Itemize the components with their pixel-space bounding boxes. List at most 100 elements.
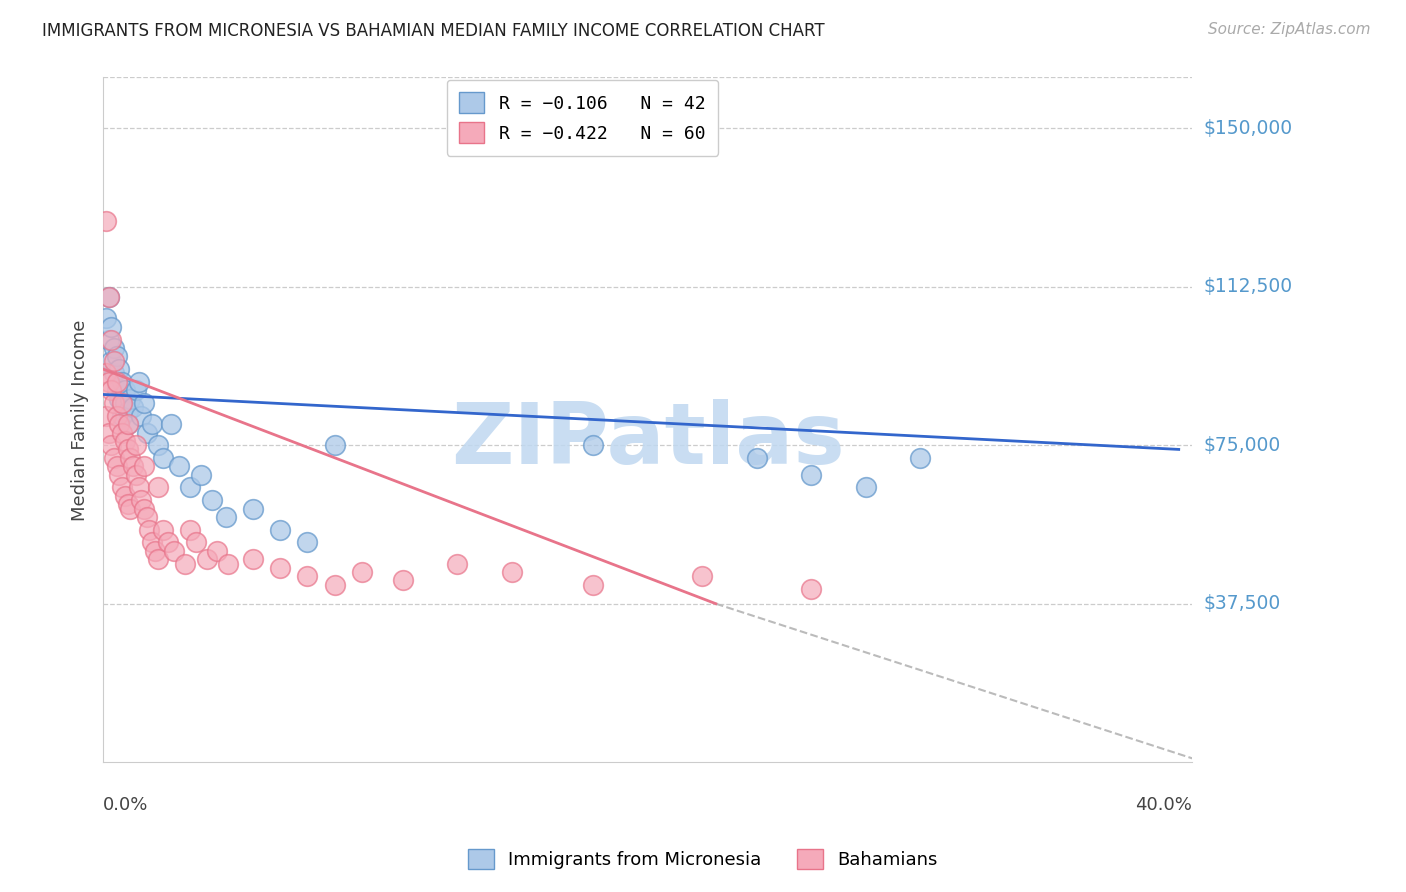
Point — [100, 353, 122, 368]
Point — [690, 569, 713, 583]
Point — [446, 557, 468, 571]
Text: IMMIGRANTS FROM MICRONESIA VS BAHAMIAN MEDIAN FAMILY INCOME CORRELATION CHART: IMMIGRANTS FROM MICRONESIA VS BAHAMIAN M… — [42, 22, 825, 40]
Point — [800, 467, 823, 482]
Text: Source: ZipAtlas.com: Source: ZipAtlas.com — [1208, 22, 1371, 37]
Point — [108, 467, 131, 482]
Point — [582, 438, 605, 452]
Point — [141, 535, 163, 549]
Point — [105, 459, 128, 474]
Point — [108, 392, 131, 406]
Legend: Immigrants from Micronesia, Bahamians: Immigrants from Micronesia, Bahamians — [460, 839, 946, 879]
Point — [800, 582, 823, 596]
Text: 40.0%: 40.0% — [1136, 797, 1192, 814]
Point — [114, 434, 136, 448]
Point — [105, 350, 128, 364]
Point — [297, 569, 319, 583]
Point — [157, 535, 180, 549]
Text: ZIPatlas: ZIPatlas — [451, 399, 845, 482]
Point — [120, 501, 142, 516]
Point — [122, 459, 145, 474]
Point — [94, 214, 117, 228]
Point — [97, 425, 120, 440]
Point — [125, 467, 148, 482]
Point — [125, 383, 148, 397]
Point — [100, 333, 122, 347]
Point — [146, 438, 169, 452]
Point — [207, 544, 229, 558]
Point — [129, 409, 152, 423]
Point — [125, 438, 148, 452]
Point — [114, 396, 136, 410]
Point — [501, 565, 523, 579]
Point — [195, 552, 218, 566]
Point — [103, 396, 125, 410]
Point — [111, 480, 134, 494]
Point — [114, 489, 136, 503]
Point — [105, 375, 128, 389]
Point — [117, 417, 139, 431]
Point — [745, 450, 768, 465]
Point — [152, 450, 174, 465]
Point — [184, 535, 207, 549]
Point — [242, 552, 264, 566]
Point — [103, 367, 125, 381]
Point — [201, 493, 224, 508]
Text: $75,000: $75,000 — [1204, 435, 1281, 455]
Point — [111, 396, 134, 410]
Point — [132, 501, 155, 516]
Point — [103, 353, 125, 368]
Point — [97, 290, 120, 304]
Point — [100, 383, 122, 397]
Point — [105, 409, 128, 423]
Text: $37,500: $37,500 — [1204, 594, 1281, 613]
Point — [855, 480, 877, 494]
Point — [111, 409, 134, 423]
Point — [391, 574, 413, 588]
Point — [143, 544, 166, 558]
Point — [97, 290, 120, 304]
Point — [908, 450, 931, 465]
Point — [132, 396, 155, 410]
Point — [269, 561, 291, 575]
Point — [117, 497, 139, 511]
Text: 0.0%: 0.0% — [103, 797, 149, 814]
Point — [129, 493, 152, 508]
Point — [128, 480, 150, 494]
Point — [269, 523, 291, 537]
Point — [350, 565, 373, 579]
Point — [94, 311, 117, 326]
Point — [100, 438, 122, 452]
Point — [146, 552, 169, 566]
Point — [122, 400, 145, 414]
Point — [163, 544, 186, 558]
Point — [94, 409, 117, 423]
Point — [146, 480, 169, 494]
Point — [120, 392, 142, 406]
Legend: R = −0.106   N = 42, R = −0.422   N = 60: R = −0.106 N = 42, R = −0.422 N = 60 — [447, 79, 718, 155]
Point — [111, 375, 134, 389]
Point — [120, 450, 142, 465]
Point — [179, 523, 201, 537]
Point — [117, 442, 139, 457]
Point — [97, 375, 120, 389]
Point — [135, 510, 157, 524]
Point — [97, 333, 120, 347]
Text: $150,000: $150,000 — [1204, 119, 1292, 137]
Point — [105, 383, 128, 397]
Point — [242, 501, 264, 516]
Point — [108, 362, 131, 376]
Point — [100, 319, 122, 334]
Text: $112,500: $112,500 — [1204, 277, 1292, 296]
Point — [117, 417, 139, 431]
Point — [217, 557, 239, 571]
Point — [132, 459, 155, 474]
Point — [111, 425, 134, 440]
Point — [141, 417, 163, 431]
Point — [215, 510, 238, 524]
Point — [582, 577, 605, 591]
Point — [103, 341, 125, 355]
Point — [94, 367, 117, 381]
Point — [138, 523, 160, 537]
Point — [117, 404, 139, 418]
Point — [323, 438, 346, 452]
